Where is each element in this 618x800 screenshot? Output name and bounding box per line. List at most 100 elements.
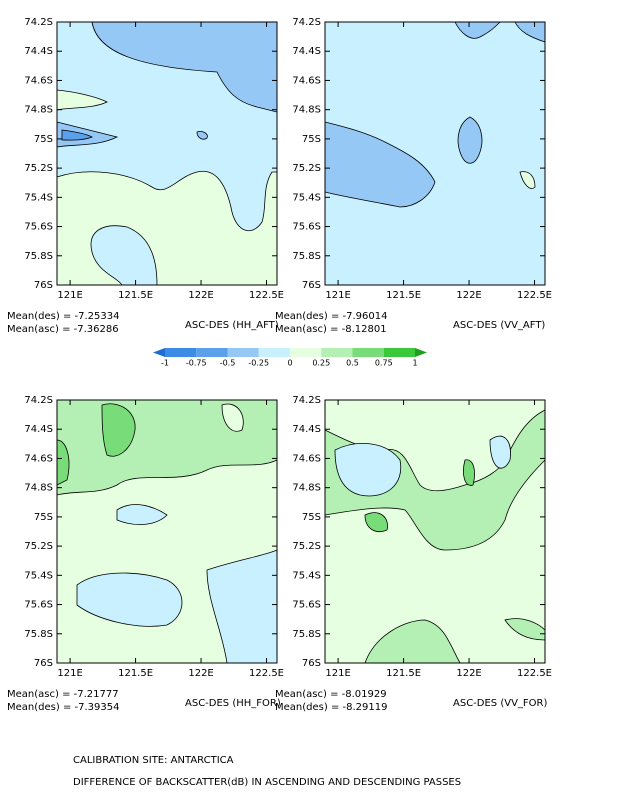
mean-stat: Mean(asc) = -8.01929 [275, 689, 387, 700]
plot-frame [56, 21, 278, 286]
panel-title: ASC-DES (VV_FOR) [453, 698, 547, 709]
colorbar-label: -1 [161, 359, 169, 368]
mean-stat: Mean(asc) = -7.21777 [7, 689, 119, 700]
x-tick-label: 121E [325, 668, 350, 679]
x-tick-label: 121.5E [386, 290, 421, 301]
y-tick-label: 75.4S [24, 192, 53, 203]
mean-stat: Mean(des) = -7.96014 [275, 311, 387, 322]
contour-region [91, 21, 278, 113]
panel-title: ASC-DES (HH_FOR) [185, 698, 281, 709]
x-tick-label: 121.5E [386, 668, 421, 679]
y-tick-label: 76S [34, 658, 53, 669]
y-tick-label: 74.4S [292, 424, 321, 435]
y-tick-label: 74.4S [24, 46, 53, 57]
x-tick-label: 121E [325, 290, 350, 301]
map-panel: 121E 121.5E 122E 122.5E 74.2S 74.4S 74.6S 74.8S… [24, 17, 284, 301]
y-tick-label: 75S [34, 134, 53, 145]
map-panel: 121E 121.5E 122E 122.5E 74.2S 74.4S 74.6S 74.8S… [292, 17, 552, 301]
y-tick-label: 75.6S [292, 222, 321, 233]
contour-region [519, 171, 536, 189]
y-tick-label: 74.6S [24, 75, 53, 86]
y-tick-label: 75S [302, 512, 321, 523]
contour-region [116, 504, 168, 525]
panel-title: ASC-DES (HH_AFT) [185, 320, 279, 331]
y-tick-label: 76S [34, 280, 53, 291]
colorbar-band [352, 348, 384, 357]
x-tick-label: 122E [188, 668, 213, 679]
y-tick-label: 76S [302, 658, 321, 669]
y-tick-label: 75.2S [24, 163, 53, 174]
contour-region [56, 439, 70, 486]
contour-region [196, 131, 208, 140]
x-tick-label: 121.5E [118, 290, 153, 301]
contour-region [463, 459, 475, 486]
y-tick-label: 75.6S [24, 600, 53, 611]
colorbar-label: -0.75 [186, 359, 207, 368]
x-tick-label: 122.5E [249, 290, 284, 301]
x-tick-label: 122E [188, 290, 213, 301]
y-tick-label: 74.2S [292, 17, 321, 28]
y-tick-label: 75.8S [292, 251, 321, 262]
colorbar-band [227, 348, 259, 357]
colorbar-label: 0.25 [312, 359, 330, 368]
y-tick-label: 75.4S [292, 570, 321, 581]
y-tick-label: 74.4S [24, 424, 53, 435]
y-tick-label: 74.6S [292, 75, 321, 86]
colorbar-band [383, 348, 415, 357]
y-tick-label: 74.6S [24, 453, 53, 464]
plot-frame [56, 399, 278, 664]
y-tick-label: 75.4S [24, 570, 53, 581]
y-tick-label: 74.2S [24, 17, 53, 28]
x-tick-label: 122.5E [517, 290, 552, 301]
contour-region [324, 121, 436, 208]
y-tick-label: 74.8S [24, 483, 53, 494]
colorbar-end [153, 348, 165, 357]
colorbar-band [321, 348, 353, 357]
footer-line: DIFFERENCE OF BACKSCATTER(dB) IN ASCENDI… [73, 777, 461, 788]
contour-region [76, 572, 183, 627]
colorbar-band [165, 348, 197, 357]
colorbar-label: 0.75 [375, 359, 393, 368]
x-tick-label: 121E [57, 290, 82, 301]
y-tick-label: 75.6S [292, 600, 321, 611]
x-tick-label: 122.5E [517, 668, 552, 679]
colorbar-band [258, 348, 290, 357]
contour-region [457, 116, 483, 164]
y-tick-label: 75.4S [292, 192, 321, 203]
colorbar-band [196, 348, 228, 357]
y-tick-label: 76S [302, 280, 321, 291]
x-tick-label: 121.5E [118, 668, 153, 679]
contour-region [56, 170, 278, 286]
contour-region [324, 409, 546, 551]
panel-title: ASC-DES (VV_AFT) [453, 320, 545, 331]
colorbar-end [415, 348, 427, 357]
map-panel: 121E 121.5E 122E 122.5E 74.2S 74.4S 74.6S 74.8S… [24, 395, 284, 679]
contour-region [364, 512, 388, 532]
contour-region [61, 129, 93, 141]
y-tick-label: 75.2S [292, 163, 321, 174]
contour-region [334, 443, 402, 497]
map-panel: 121E 121.5E 122E 122.5E 74.2S 74.4S 74.6S 74.8S… [292, 395, 552, 679]
contour-region [221, 403, 244, 432]
contour-region [56, 89, 108, 111]
colorbar-label: 0 [287, 359, 292, 368]
colorbar-label: 1 [412, 359, 417, 368]
x-tick-label: 122.5E [249, 668, 284, 679]
y-tick-label: 74.2S [24, 395, 53, 406]
y-tick-label: 75.2S [24, 541, 53, 552]
x-tick-label: 122E [456, 668, 481, 679]
colorbar-label: -0.25 [248, 359, 269, 368]
y-tick-label: 75S [34, 512, 53, 523]
y-tick-label: 74.4S [292, 46, 321, 57]
y-tick-label: 75.8S [24, 629, 53, 640]
contour-region [489, 435, 511, 469]
mean-stat: Mean(des) = -7.39354 [7, 702, 119, 713]
y-tick-label: 75.8S [24, 251, 53, 262]
y-tick-label: 74.6S [292, 453, 321, 464]
x-tick-label: 121E [57, 668, 82, 679]
contour-region [364, 619, 461, 664]
mean-stat: Mean(des) = -8.29119 [275, 702, 387, 713]
y-tick-label: 74.2S [292, 395, 321, 406]
y-tick-label: 74.8S [292, 105, 321, 116]
